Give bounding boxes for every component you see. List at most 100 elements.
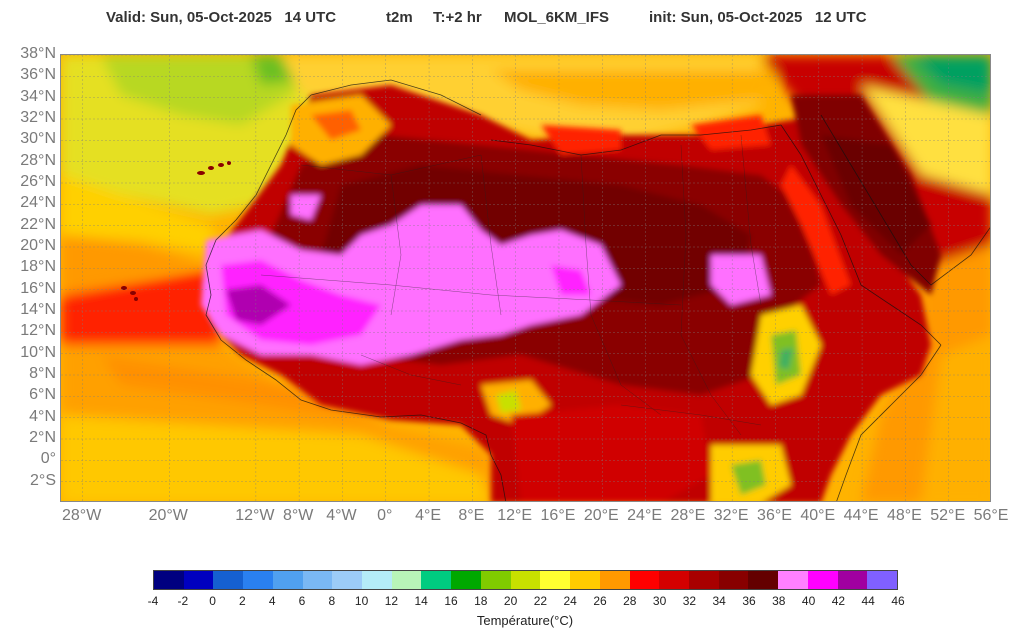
colorbar-swatch: [778, 571, 808, 589]
colorbar-tick-label: 42: [831, 594, 846, 608]
longitude-label: 4°E: [415, 507, 442, 524]
longitude-label: 12°W: [235, 507, 275, 524]
colorbar-swatch: [243, 571, 273, 589]
colorbar-swatch: [718, 571, 749, 589]
graticule: [61, 55, 990, 501]
latitude-label: 24°N: [20, 194, 56, 212]
temperature-field: [61, 55, 990, 501]
colorbar-tick-label: 0: [209, 594, 216, 608]
latitude-label: 20°N: [20, 237, 56, 254]
colorbar-swatch: [807, 571, 838, 589]
colorbar-swatch: [480, 571, 511, 589]
colorbar-tick-label: 40: [801, 594, 816, 608]
colorbar-swatch: [659, 571, 689, 589]
colorbar-swatch: [629, 571, 660, 589]
colorbar-tick-label: 26: [593, 594, 607, 608]
latitude-label: 22°N: [20, 215, 56, 233]
latitude-label: 4°N: [29, 407, 56, 425]
longitude-label: 20°E: [583, 507, 619, 524]
colorbar-tick-label: 16: [444, 594, 458, 608]
colorbar-tick-label: 2: [239, 594, 246, 608]
latitude-label: 14°N: [20, 301, 56, 318]
longitude-label: 28°W: [61, 507, 102, 524]
latitude-label: 16°N: [20, 279, 56, 297]
longitude-label: 8°E: [458, 507, 485, 524]
latitude-label: 0°: [40, 450, 56, 468]
colorbar-tick-label: 32: [682, 594, 697, 608]
colorbar-tick-label: 46: [891, 594, 905, 608]
forecast-offset: T:+2 hr: [433, 9, 482, 26]
longitude-label: 56°E: [973, 507, 1009, 524]
longitude-label: 40°E: [800, 507, 836, 524]
longitude-label: 8°W: [282, 507, 314, 524]
colorbar-swatch: [599, 571, 630, 589]
latitude-label: 28°N: [20, 151, 56, 169]
longitude-label: 44°E: [843, 507, 879, 524]
colorbar-swatch: [570, 571, 600, 589]
longitude-label: 28°E: [670, 507, 706, 524]
colorbar-tick-label: -2: [177, 594, 189, 608]
longitude-label: 24°E: [627, 507, 663, 524]
longitude-label: 36°E: [757, 507, 792, 524]
latitude-label: 2°S: [30, 471, 56, 489]
colorbar-tick-label: 28: [623, 594, 637, 608]
colorbar-tick-label: 30: [652, 594, 667, 608]
longitude-label: 20°W: [148, 507, 188, 524]
colorbar-tick-label: 22: [533, 594, 548, 608]
colorbar-swatch: [154, 571, 184, 589]
latitude-label: 12°N: [20, 322, 56, 340]
colorbar-tick-label: 6: [298, 594, 306, 608]
colorbar-tick-label: 12: [384, 594, 399, 608]
latitude-label: 26°N: [20, 173, 56, 190]
latitude-label: 2°N: [29, 429, 56, 446]
latitude-label: 18°N: [20, 258, 56, 276]
latitude-label: 10°N: [20, 343, 56, 361]
latitude-label: 32°N: [20, 109, 56, 126]
colorbar-swatch: [272, 571, 303, 589]
colorbar-swatch: [421, 571, 452, 589]
latitude-label: 34°N: [20, 87, 56, 105]
parameter-name: t2m: [386, 9, 413, 26]
longitude-label: 48°E: [886, 507, 922, 524]
latitude-label: 8°N: [29, 365, 56, 382]
colorbar-swatch: [867, 571, 897, 589]
valid-time: Valid: Sun, 05-Oct-2025 14 UTC: [106, 9, 337, 26]
colorbar-tick-label: 44: [861, 594, 875, 608]
colorbar-tick-label: 4: [268, 594, 276, 608]
colorbar-tick-label: 24: [563, 594, 577, 608]
map-header: Valid: Sun, 05-Oct-2025 14 UTC t2m T:+2 …: [0, 9, 1011, 29]
colorbar-tick-label: -4: [147, 594, 159, 608]
colorbar-swatch: [391, 571, 422, 589]
colorbar-swatch: [748, 571, 779, 589]
colorbar-swatch: [332, 571, 363, 589]
latitude-label: 6°N: [29, 386, 56, 404]
colorbar-tick-label: 36: [742, 594, 756, 608]
longitude-label: 52°E: [930, 507, 966, 524]
colorbar: [153, 570, 898, 590]
init-time: init: Sun, 05-Oct-2025 12 UTC: [649, 9, 867, 26]
colorbar-swatch: [213, 571, 244, 589]
longitude-label: 32°E: [713, 507, 749, 524]
longitude-label: 0°: [377, 507, 393, 524]
model-name: MOL_6KM_IFS: [504, 9, 610, 26]
colorbar-swatch: [451, 571, 481, 589]
colorbar-tick-label: 34: [712, 594, 726, 608]
colorbar-title: Température(°C): [476, 613, 574, 628]
latitude-label: 30°N: [20, 130, 56, 148]
longitude-label: 16°E: [540, 507, 576, 524]
latitude-label: 36°N: [20, 66, 56, 84]
colorbar-tick-label: 8: [328, 594, 336, 608]
colorbar-swatch: [688, 571, 719, 589]
longitude-label: 12°E: [497, 507, 533, 524]
colorbar-tick-label: 20: [503, 594, 518, 608]
colorbar-swatch: [837, 571, 868, 589]
colorbar-tick-label: 18: [474, 594, 488, 608]
colorbar-swatch: [362, 571, 392, 589]
colorbar-swatch: [302, 571, 333, 589]
colorbar-tick-label: 10: [354, 594, 369, 608]
colorbar-tick-label: 14: [414, 594, 428, 608]
latitude-label: 38°N: [20, 45, 56, 62]
temperature-map[interactable]: [60, 54, 991, 502]
longitude-label: 4°W: [326, 507, 357, 524]
colorbar-swatch: [540, 571, 571, 589]
